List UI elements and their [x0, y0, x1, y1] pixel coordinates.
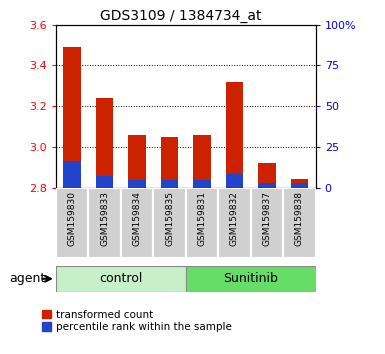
Bar — [186, 266, 316, 292]
Bar — [291, 179, 308, 188]
Bar — [193, 135, 211, 188]
Text: Sunitinib: Sunitinib — [223, 272, 278, 285]
Bar — [258, 183, 276, 188]
Text: GDS3109 / 1384734_at: GDS3109 / 1384734_at — [100, 9, 262, 23]
Bar — [88, 188, 121, 258]
Text: GSM159831: GSM159831 — [198, 191, 206, 246]
Bar — [63, 161, 81, 188]
Bar — [291, 183, 308, 188]
Bar — [186, 188, 218, 258]
Text: GSM159833: GSM159833 — [100, 191, 109, 246]
Bar — [226, 82, 243, 188]
Bar — [121, 188, 153, 258]
Bar — [161, 181, 179, 188]
Bar — [161, 137, 179, 188]
Bar — [218, 188, 251, 258]
Bar — [153, 188, 186, 258]
Bar — [226, 175, 243, 188]
Bar — [95, 176, 114, 188]
Text: control: control — [99, 272, 142, 285]
Bar — [95, 98, 114, 188]
Bar — [283, 188, 316, 258]
Legend: transformed count, percentile rank within the sample: transformed count, percentile rank withi… — [42, 310, 232, 332]
Bar — [128, 181, 146, 188]
Bar — [258, 163, 276, 188]
Bar — [251, 188, 283, 258]
Bar — [56, 188, 88, 258]
Text: GSM159832: GSM159832 — [230, 191, 239, 246]
Text: GSM159835: GSM159835 — [165, 191, 174, 246]
Text: GSM159830: GSM159830 — [67, 191, 77, 246]
Text: GSM159838: GSM159838 — [295, 191, 304, 246]
Text: GSM159834: GSM159834 — [132, 191, 142, 246]
Bar — [193, 181, 211, 188]
Bar — [56, 266, 186, 292]
Text: GSM159837: GSM159837 — [263, 191, 271, 246]
Bar — [63, 47, 81, 188]
Text: agent: agent — [10, 272, 46, 285]
Bar — [128, 135, 146, 188]
